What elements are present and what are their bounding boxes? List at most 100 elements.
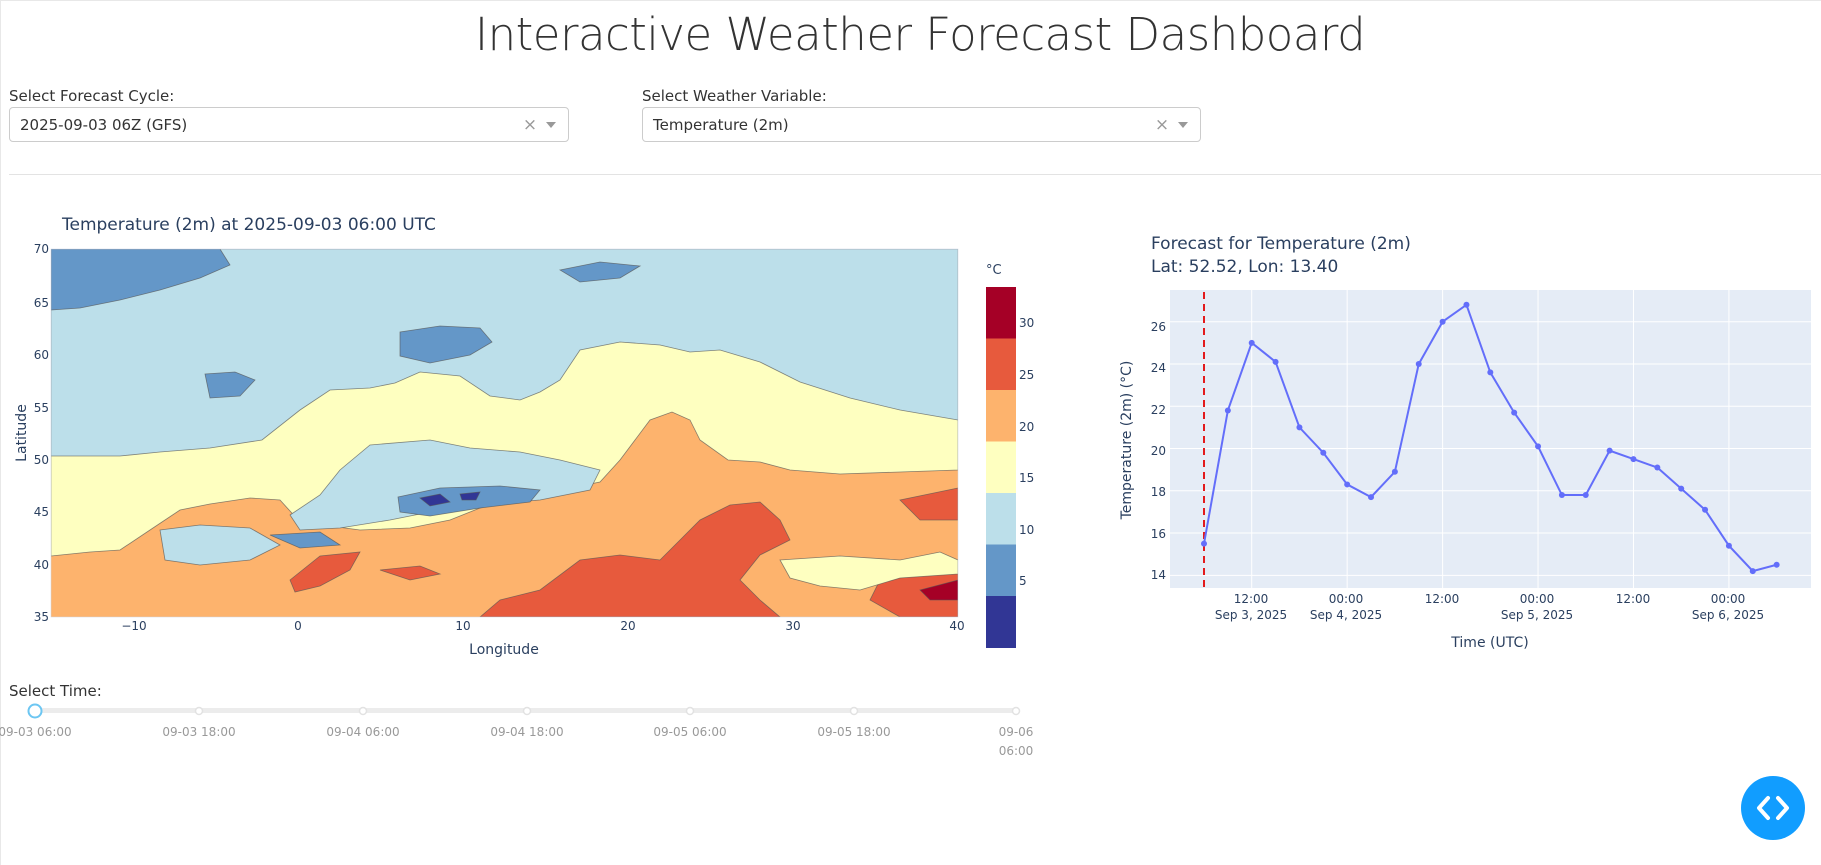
cycle-clear-icon[interactable]: ×: [522, 114, 538, 135]
map-x-tick: 0: [294, 619, 302, 633]
slider-dot: [685, 706, 695, 716]
ts-x-tick-date: Sep 4, 2025: [1310, 608, 1382, 622]
variable-label: Select Weather Variable:: [642, 87, 827, 105]
cycle-chevron-down-icon[interactable]: [546, 121, 556, 128]
contour-band-5-10-scandinavia: [399, 325, 493, 364]
colorbar-swatch: [986, 596, 1016, 648]
ts-y-tick: 24: [1151, 361, 1166, 375]
time-slider[interactable]: 09-03 06:00 09-03 18:00 09-04 06:00 09-0…: [0, 703, 1034, 759]
ts-point: [1749, 568, 1756, 575]
ts-subtitle: Lat: 52.52, Lon: 13.40: [1151, 257, 1338, 277]
slider-dot: [522, 706, 532, 716]
slider-dot: [194, 706, 204, 716]
slider-handle[interactable]: [27, 703, 43, 719]
colorbar-tick: 15: [1019, 471, 1034, 485]
frame-left-border: [0, 0, 1, 865]
ts-point: [1463, 301, 1470, 308]
ts-y-tick: 14: [1151, 568, 1166, 582]
ts-point: [1368, 494, 1375, 501]
map-y-tick: 50: [34, 453, 49, 467]
colorbar-swatch: [986, 287, 1016, 339]
colorbar-tick: 5: [1019, 574, 1027, 588]
map-y-tick: 40: [34, 558, 49, 572]
colorbar-ticks: 30 25 20 15 10 5: [1019, 316, 1034, 588]
map-x-tick: 10: [455, 619, 470, 633]
colorbar-tick: 10: [1019, 523, 1034, 537]
page-title: Interactive Weather Forecast Dashboard: [474, 8, 1366, 61]
contour-band-10-15-north: [51, 249, 958, 457]
colorbar-tick: 20: [1019, 420, 1034, 434]
map-x-tick: 30: [785, 619, 800, 633]
slider-tick[interactable]: 09-04 06:00: [326, 725, 399, 739]
slider-tick[interactable]: 09-04 18:00: [490, 725, 563, 739]
contour-band-5-10-uk: [204, 371, 256, 399]
variable-dropdown[interactable]: Temperature (2m) ×: [642, 107, 1201, 142]
contour-map[interactable]: Temperature (2m) at 2025-09-03 06:00 UTC: [14, 215, 965, 658]
colorbar: °C 30 25 20 15 10 5: [986, 263, 1034, 648]
slider-tick[interactable]: 09-06: [999, 725, 1034, 739]
contour-band-5-10-nw: [51, 249, 231, 311]
ts-x-tick: 00:00: [1520, 592, 1555, 606]
ts-point: [1487, 369, 1494, 376]
ts-y-axis: 26 24 22 20 18 16 14: [1151, 320, 1166, 582]
ts-point: [1391, 468, 1398, 475]
ts-point: [1702, 506, 1709, 513]
contour-band-15-20-se: [779, 551, 958, 591]
ts-x-tick-date: Sep 5, 2025: [1501, 608, 1573, 622]
slider-tick-line2[interactable]: 06:00: [999, 744, 1034, 758]
map-plot-border: [50, 248, 959, 618]
variable-clear-icon[interactable]: ×: [1154, 114, 1170, 135]
contour-band-0-5-b: [459, 491, 481, 501]
contour-band-10-15-west: [159, 524, 281, 566]
variable-value: Temperature (2m): [653, 115, 789, 134]
ts-point: [1725, 542, 1732, 549]
ts-x-tick: 00:00: [1329, 592, 1364, 606]
slider-tick[interactable]: 09-05 06:00: [653, 725, 726, 739]
colorbar-swatches: [986, 287, 1016, 648]
ts-x-tick-date: Sep 6, 2025: [1692, 608, 1764, 622]
ts-y-label: Temperature (2m) (°C): [1119, 361, 1135, 521]
ts-point: [1654, 464, 1661, 471]
ts-x-tick: 12:00: [1425, 592, 1460, 606]
frame-top-border: [0, 0, 1821, 1]
ts-point: [1415, 360, 1422, 367]
ts-point: [1272, 358, 1279, 365]
slider-tick[interactable]: 09-03 06:00: [0, 725, 72, 739]
ts-x-tick: 00:00: [1711, 592, 1746, 606]
ts-y-tick: 22: [1151, 403, 1166, 417]
cycle-dropdown[interactable]: 2025-09-03 06Z (GFS) ×: [9, 107, 569, 142]
slider-dot: [849, 706, 859, 716]
ts-plot-area: [1170, 290, 1811, 588]
colorbar-title: °C: [986, 263, 1002, 278]
map-x-tick: 40: [949, 619, 964, 633]
code-icon: [1757, 796, 1789, 820]
colorbar-swatch: [986, 338, 1016, 391]
ts-point: [1535, 443, 1542, 450]
ts-point: [1558, 492, 1565, 499]
map-y-tick: 35: [34, 610, 49, 624]
ts-series: [1201, 292, 1780, 588]
time-slider-label: Select Time:: [9, 682, 102, 700]
timeseries-chart[interactable]: Forecast for Temperature (2m) Lat: 52.52…: [1119, 234, 1811, 651]
map-y-tick: 70: [34, 242, 49, 256]
slider-tick[interactable]: 09-03 18:00: [162, 725, 235, 739]
map-y-tick: 45: [34, 505, 49, 519]
variable-chevron-down-icon[interactable]: [1178, 121, 1188, 128]
contour-band-25-30-iberia: [289, 551, 361, 593]
contour-band-25-30-east: [479, 501, 791, 617]
debug-menu-button[interactable]: [1741, 776, 1805, 840]
ts-y-tick: 18: [1151, 485, 1166, 499]
slider-tick[interactable]: 09-05 18:00: [817, 725, 890, 739]
map-x-tick: −10: [121, 619, 146, 633]
ts-point: [1630, 456, 1637, 463]
map-y-axis: 70 65 60 55 50 45 40 35: [34, 242, 49, 624]
colorbar-swatch: [986, 441, 1016, 494]
colorbar-swatch: [986, 544, 1016, 597]
ts-x-tick-date: Sep 3, 2025: [1215, 608, 1287, 622]
ts-y-tick: 26: [1151, 320, 1166, 334]
ts-point: [1582, 492, 1589, 499]
ts-point: [1344, 481, 1351, 488]
ts-point: [1773, 561, 1780, 568]
map-x-axis: −10 0 10 20 30 40: [121, 619, 964, 633]
